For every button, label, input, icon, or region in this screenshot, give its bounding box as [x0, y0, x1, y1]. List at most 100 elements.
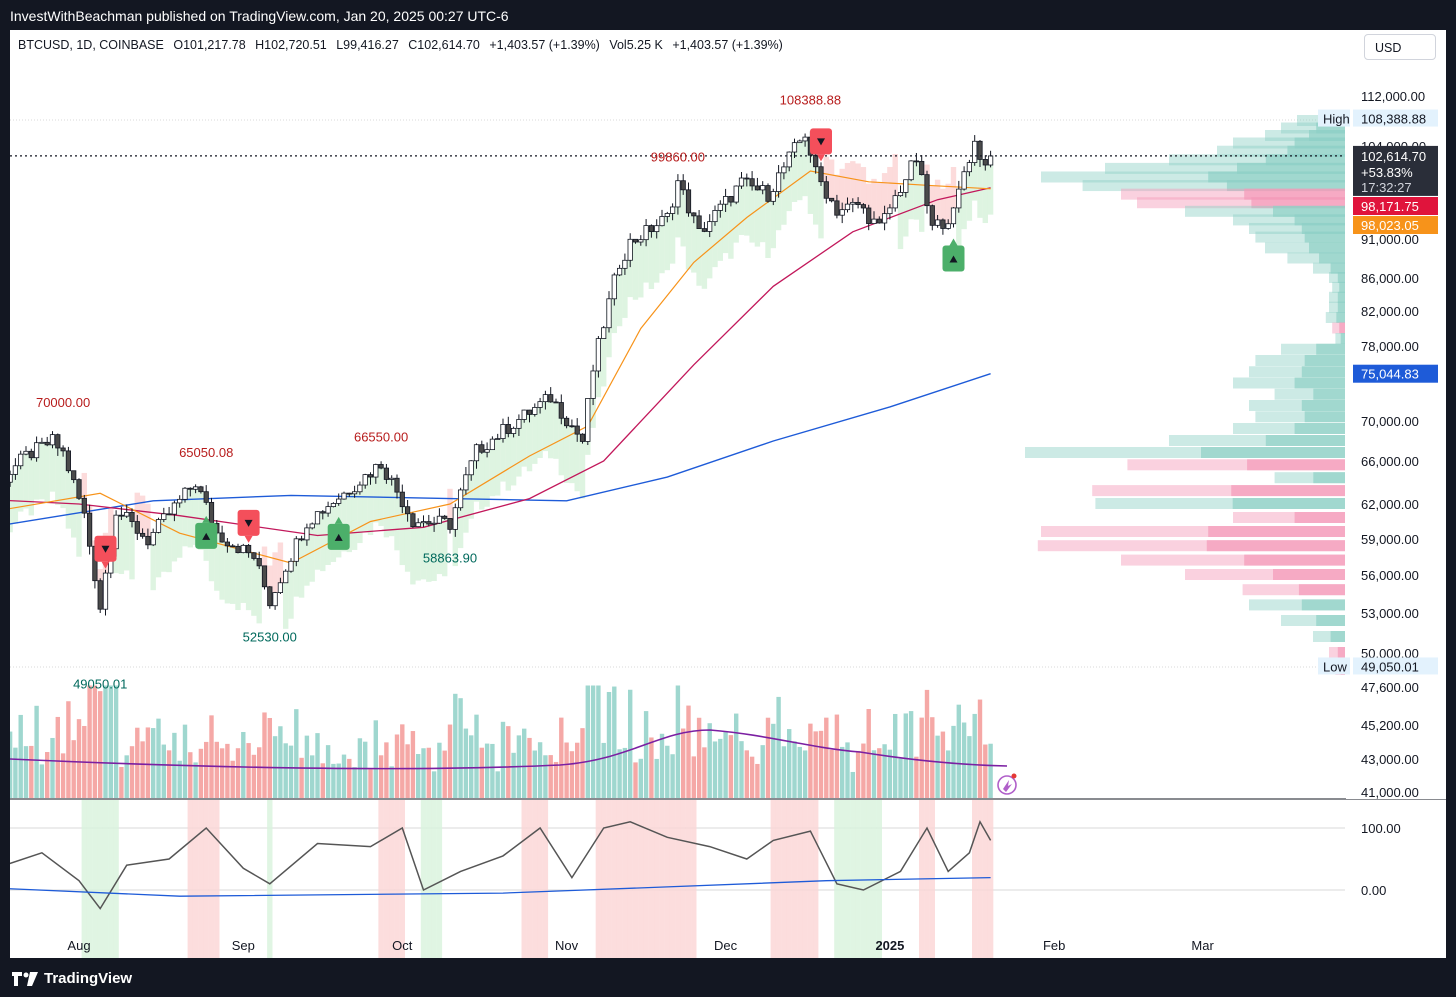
cloud-slice [415, 522, 421, 581]
tradingview-logo[interactable]: TradingView [12, 970, 132, 987]
cloud-slice [182, 488, 188, 547]
volume-profile-bar-core [1251, 197, 1345, 209]
volume-profile-bar [1092, 485, 1345, 497]
cloud-slice [712, 210, 718, 268]
candle [166, 506, 172, 516]
volume-bar [442, 750, 447, 798]
cloud-slice [357, 485, 363, 544]
osc-band [267, 800, 273, 958]
candle [10, 470, 13, 487]
volume-bar [797, 746, 802, 798]
volume-bar [548, 755, 553, 798]
cloud-slice [887, 166, 893, 208]
candle [950, 207, 957, 228]
legend-high: H102,720.51 [255, 38, 327, 52]
candle-body [680, 180, 686, 191]
volume-profile-bar [1233, 423, 1345, 434]
osc-tick-label: 0.00 [1361, 883, 1386, 898]
volume-profile-bar [1025, 447, 1345, 458]
volume-profile-bar [1242, 584, 1345, 596]
cloud-slice [616, 268, 623, 327]
buy-arrow-icon [949, 255, 958, 263]
candle [171, 500, 177, 522]
volume-bar [696, 717, 702, 798]
cloud-slice [214, 532, 220, 591]
candle [76, 478, 82, 500]
candle [240, 543, 246, 554]
cloud-slice [987, 155, 994, 215]
candle-body [606, 298, 612, 329]
candle-body [150, 531, 156, 546]
volume-bar [702, 747, 707, 798]
candle-body [829, 197, 835, 202]
volume-profile-bar-core [1304, 411, 1345, 423]
volume-bar [304, 735, 310, 798]
cloud-slice [473, 444, 480, 502]
volume-bar [113, 685, 119, 798]
cloud-slice [33, 442, 40, 500]
candle [564, 416, 570, 429]
candle [60, 445, 66, 457]
volume-bar [628, 689, 633, 798]
cloud-slice [245, 552, 252, 611]
price-tick-label: 43,000.00 [1361, 752, 1419, 767]
volume-profile-bar-core [1319, 252, 1345, 264]
chart-svg[interactable]: 108388.88 99860.00 70000.00 65050.08 66550.0… [10, 30, 1446, 958]
cloud-slice [659, 216, 665, 274]
volume-bar [543, 755, 548, 798]
legend-symbol[interactable]: BTCUSD, 1D, COINBASE [18, 38, 164, 52]
volume-profile-bar-core [1337, 272, 1345, 283]
candle-body [876, 218, 882, 224]
volume-bar [352, 767, 357, 798]
volume-bar [241, 731, 246, 798]
candle-body [813, 154, 819, 168]
candle [685, 182, 692, 217]
candle-body [410, 513, 416, 528]
candle [39, 437, 45, 444]
candle-body [65, 450, 72, 472]
candle [860, 203, 867, 214]
candle [760, 181, 766, 195]
osc-band [786, 800, 792, 958]
candle [336, 493, 342, 506]
candle [776, 165, 782, 198]
candle [871, 211, 877, 224]
cloud-slice [654, 225, 660, 283]
cloud-slice [124, 512, 130, 571]
candle [479, 440, 485, 454]
volume-bar [283, 743, 288, 798]
volume-bar [336, 763, 341, 798]
volume-bar [824, 717, 829, 798]
volume-bar [882, 744, 887, 798]
cloud-slice [574, 434, 580, 492]
volume-bar [924, 689, 930, 798]
osc-band [813, 800, 819, 958]
price-annotation: 70000.00 [36, 395, 90, 410]
candle [521, 409, 527, 423]
candle-body [267, 586, 273, 607]
volume-bar [458, 698, 463, 798]
currency-button[interactable]: USD [1364, 34, 1436, 60]
candle-body [346, 492, 352, 495]
volume-bar [840, 746, 845, 798]
candle [897, 185, 904, 197]
osc-band [102, 800, 109, 958]
volume-profile-bar [1127, 459, 1345, 471]
candle-body [723, 196, 729, 205]
volume-bar [421, 748, 426, 798]
candle [823, 175, 829, 204]
price-tick-label: 82,000.00 [1361, 304, 1419, 319]
volume-bar [559, 717, 564, 798]
osc-band [399, 800, 405, 958]
candle-body [314, 511, 321, 525]
volume-profile-bar-core [1316, 615, 1345, 626]
volume-bar [66, 701, 71, 798]
chart-panel[interactable]: 108388.88 99860.00 70000.00 65050.08 66550.0… [10, 30, 1446, 958]
candle [882, 205, 888, 231]
candle [622, 253, 628, 275]
volume-profile-bar [1281, 615, 1345, 626]
volume-bar [850, 771, 855, 798]
candle [839, 202, 845, 224]
volume-bar [956, 704, 961, 798]
volume-profile-bar-core [1232, 498, 1345, 509]
